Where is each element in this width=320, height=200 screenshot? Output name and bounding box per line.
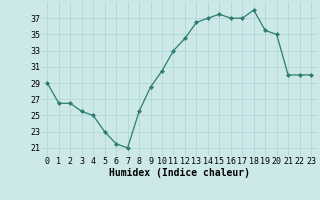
X-axis label: Humidex (Indice chaleur): Humidex (Indice chaleur) bbox=[109, 168, 250, 178]
